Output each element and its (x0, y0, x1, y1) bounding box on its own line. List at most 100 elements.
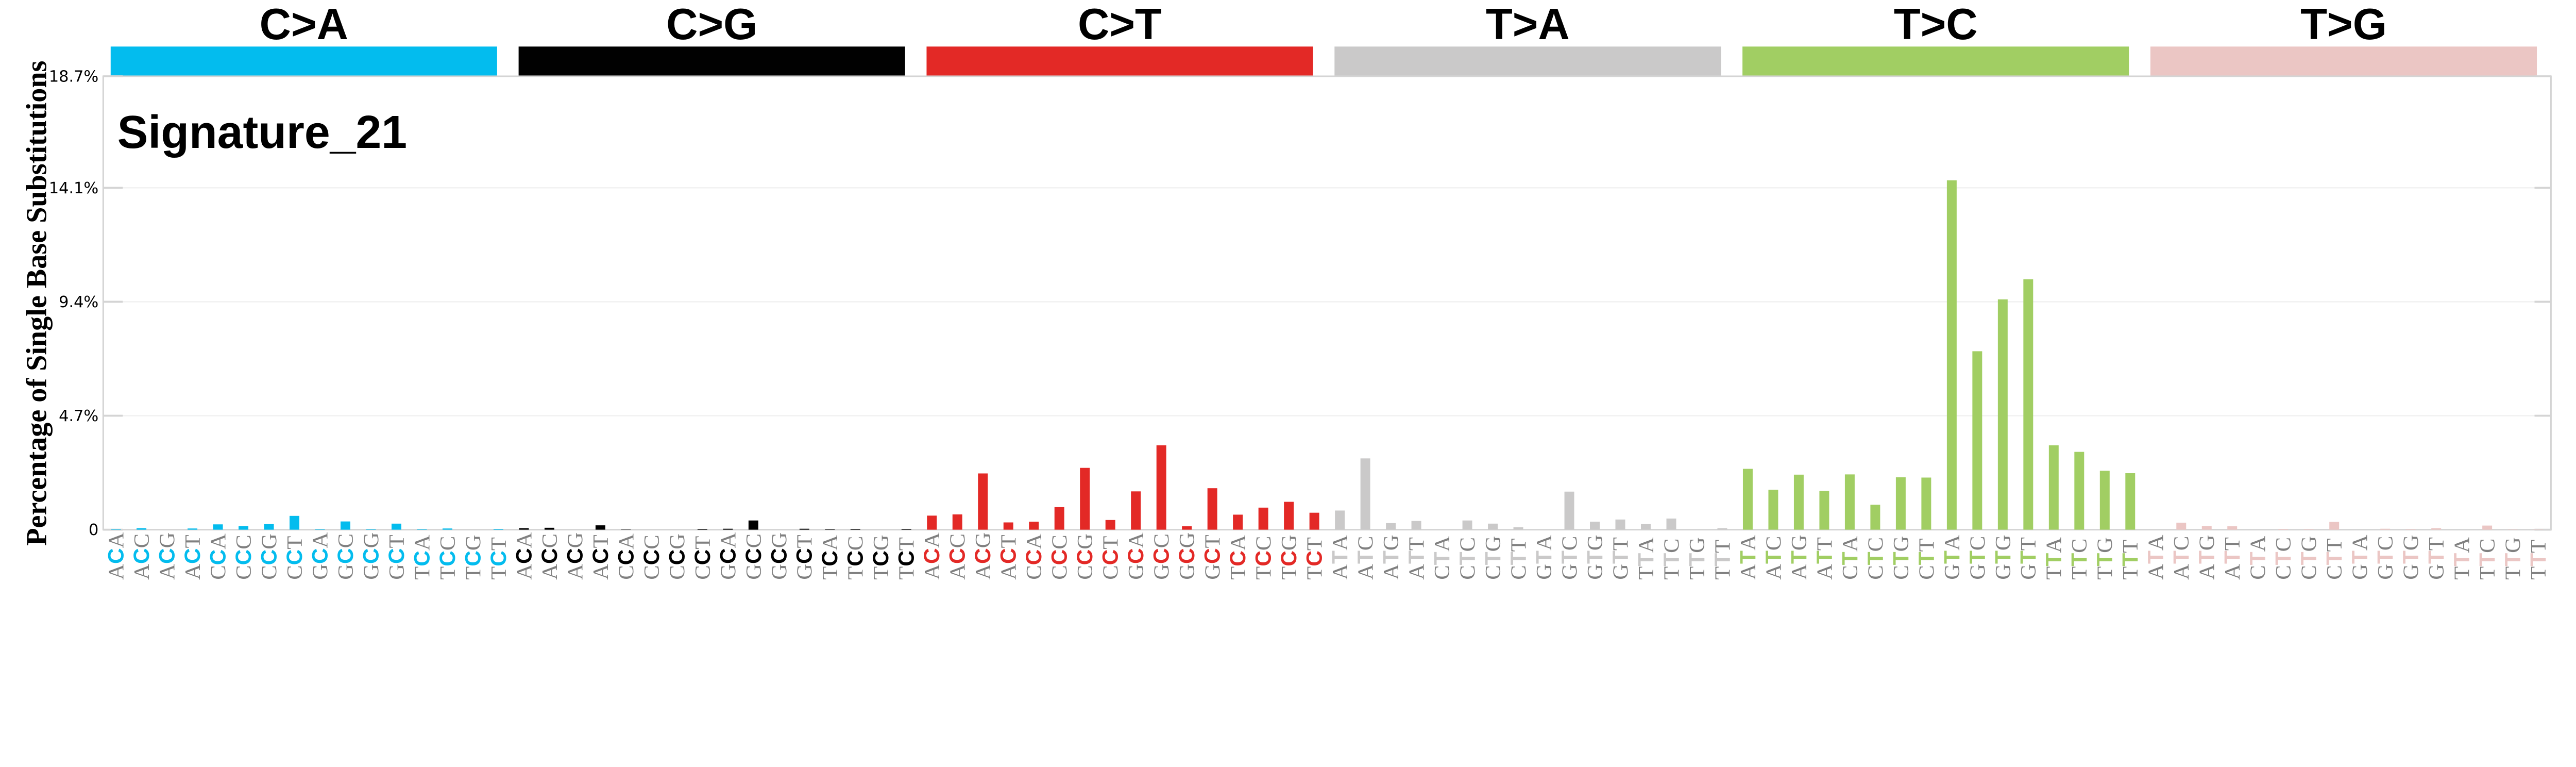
x-tick-label: CTG (2297, 536, 2321, 580)
bar-C>A-CCA (213, 524, 223, 530)
x-tick-label: ACG (156, 532, 180, 580)
bar-C>G-GCT (799, 528, 809, 530)
bar-C>T-CCC (1054, 507, 1064, 530)
mutation-type-bar-T>G (2150, 46, 2537, 76)
x-tick-label: GTC (2374, 536, 2398, 580)
x-tick-label: ATC (2170, 536, 2194, 580)
x-tick-label: ATG (1379, 535, 1403, 579)
x-tick-label: TTT (2119, 540, 2143, 580)
x-tick-label: CTG (1889, 536, 1913, 580)
bar-C>T-CCG (1080, 468, 1090, 530)
bar-T>G-CTG (2303, 529, 2314, 530)
bar-T>C-CTC (1870, 505, 1880, 530)
x-tick-label: ATT (1404, 537, 1429, 580)
x-tick-label: GCT (793, 535, 817, 579)
x-tick-label: TTC (2067, 538, 2092, 579)
y-tick-label: 0 (89, 521, 98, 539)
mutation-type-label: T>G (2300, 0, 2387, 49)
x-tick-label: TCT (895, 537, 919, 580)
x-tick-label: GCG (1175, 532, 1199, 580)
x-tick-label: ACT (997, 535, 1021, 579)
y-axis-ticks: 0 4.7% 9.4% 14.1% 18.7% (49, 68, 2551, 539)
bar-T>C-TTG (2099, 471, 2110, 530)
x-tick-label: CCA (206, 533, 230, 580)
x-tick-label: TCC (1252, 536, 1276, 580)
x-tick-label: CTA (1838, 536, 1862, 579)
mutation-type-label: C>T (1078, 0, 1162, 49)
x-tick-label: TTA (2042, 537, 2066, 580)
x-tick-label: GTC (1965, 536, 1990, 580)
x-tick-label: CTC (2272, 537, 2296, 580)
x-tick-label: GTG (2399, 535, 2424, 579)
bar-C>G-TCA (825, 529, 835, 530)
bar-T>G-GTC (2380, 528, 2391, 530)
bar-C>T-CCT (1105, 520, 1115, 530)
bar-T>C-ATG (1793, 474, 1804, 530)
bar-C>A-ACC (137, 528, 147, 530)
x-tick-label: ATA (2144, 535, 2168, 580)
bar-T>C-GTG (1997, 299, 2008, 530)
bar-T>G-GTT (2431, 528, 2442, 530)
x-tick-label: ACG (971, 532, 995, 580)
x-tick-label: GCG (359, 532, 383, 580)
bar-C>T-ACT (1003, 522, 1013, 530)
bar-T>G-ATT (2227, 526, 2238, 530)
bar-T>G-ATC (2176, 522, 2187, 530)
x-tick-label: GTT (1608, 537, 1633, 580)
x-tick-label: GTG (1991, 535, 2015, 579)
bar-C>G-GCC (748, 520, 758, 530)
bar-T>A-ATG (1386, 523, 1396, 530)
bar-C>T-TCT (1309, 512, 1319, 530)
x-tick-label: ATA (1736, 535, 1760, 580)
bar-T>C-TTC (2074, 452, 2084, 530)
x-tick-label: ATG (1787, 535, 1811, 579)
x-tick-label: GCT (385, 535, 409, 579)
x-tick-label: ACG (563, 532, 587, 580)
x-tick-label: ACA (920, 532, 944, 579)
y-tick-label: 9.4% (59, 293, 98, 311)
bar-T>A-GTC (1564, 491, 1574, 530)
bar-T>G-TTC (2482, 525, 2493, 530)
x-tick-label: GCA (716, 532, 740, 579)
plot-frame (102, 75, 2552, 531)
x-tick-label: ACA (512, 532, 536, 579)
x-tick-label: CCT (283, 536, 307, 580)
bar-C>A-ACT (188, 528, 198, 530)
bars (111, 180, 2544, 530)
bar-T>C-GTT (2023, 279, 2033, 530)
x-tick-label: TCG (461, 535, 485, 579)
x-tick-label: GCC (1150, 533, 1174, 580)
bar-T>A-TTT (1717, 528, 1727, 530)
x-tick-label: TTG (2501, 537, 2526, 580)
x-tick-label: CCC (1048, 535, 1072, 579)
bar-C>G-ACC (544, 527, 554, 530)
bar-C>T-TCG (1284, 502, 1294, 530)
y-tick-label: 18.7% (49, 68, 98, 86)
x-tick-label: TTA (1634, 537, 1658, 580)
bar-T>C-CTA (1844, 474, 1855, 530)
x-tick-label: CCG (665, 533, 689, 580)
x-tick-label: CCA (1022, 533, 1046, 580)
x-tick-label: TTC (1659, 538, 1684, 579)
mutation-type-label: T>C (1894, 0, 1978, 49)
y-tick-label: 4.7% (59, 407, 98, 425)
bar-T>G-CTT (2329, 522, 2340, 530)
bar-C>G-GCA (723, 528, 733, 530)
bar-C>A-TCA (417, 529, 427, 530)
x-tick-label: CTA (2246, 536, 2270, 579)
x-tick-label: CTT (1914, 538, 1939, 579)
x-tick-label: ACC (130, 533, 154, 580)
x-tick-label: TCG (869, 535, 893, 579)
x-tick-label: CTG (1481, 536, 1505, 580)
mutation-type-label: T>A (1486, 0, 1570, 49)
x-tick-label: GCT (1201, 535, 1225, 579)
x-tick-label: TCA (1226, 535, 1250, 580)
x-tick-label: CTC (1455, 537, 1480, 580)
bar-T>C-ATT (1819, 491, 1829, 530)
x-tick-label: TCT (487, 537, 511, 580)
x-tick-label: TCC (844, 536, 868, 580)
x-tick-label: GTA (1532, 535, 1556, 580)
x-tick-label: CCT (1099, 536, 1123, 580)
x-tick-label: ACC (946, 533, 970, 580)
x-tick-label: GCC (334, 533, 358, 580)
